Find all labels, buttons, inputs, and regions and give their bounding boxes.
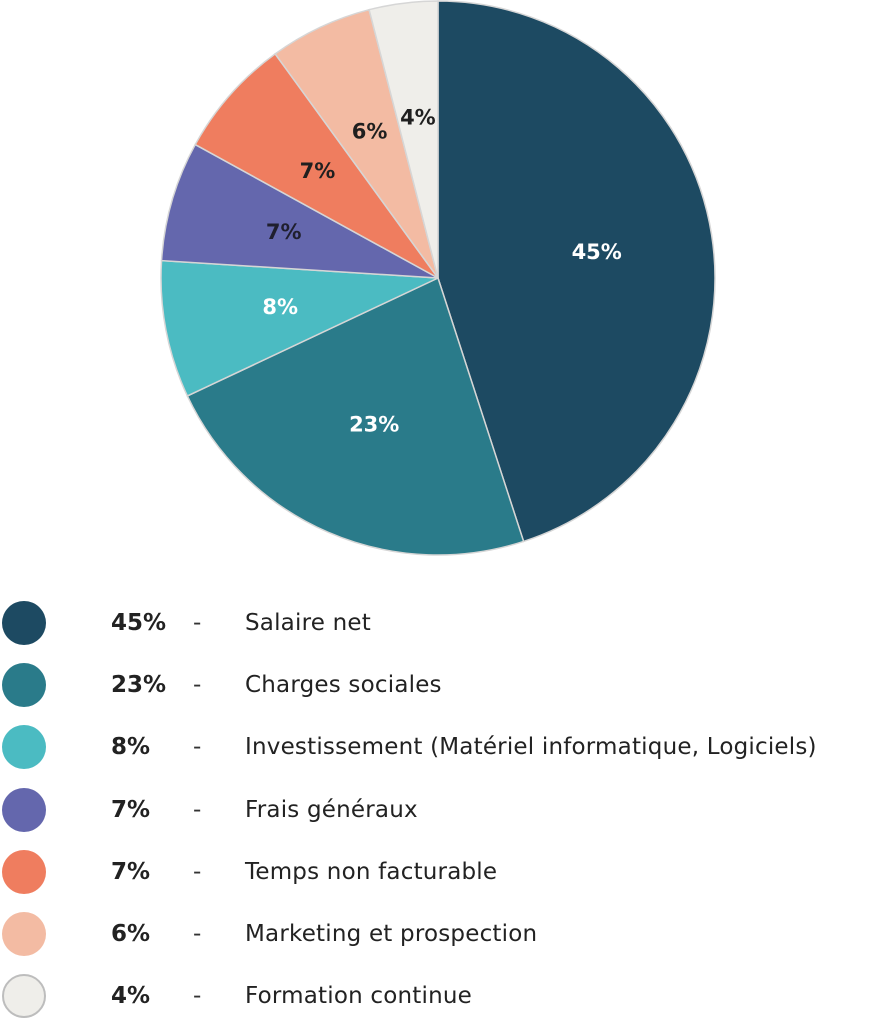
legend-item: 7% - Frais généraux <box>0 787 882 837</box>
legend-value: 7% <box>111 796 151 823</box>
legend-label: Investissement (Matériel informatique, L… <box>245 734 817 761</box>
legend-value: 6% <box>111 921 151 947</box>
legend-separator: - <box>193 734 202 761</box>
legend-label: Charges sociales <box>245 672 442 699</box>
pie-slice-1 <box>437 0 716 543</box>
legend-value: 7% <box>111 858 151 885</box>
legend-item: 4% - Formation continue <box>0 973 882 1023</box>
legend-separator: - <box>193 672 202 699</box>
legend-label: Frais généraux <box>245 796 418 823</box>
legend-separator: - <box>193 983 202 1010</box>
legend-swatch <box>2 974 46 1019</box>
pie-slice-2 <box>186 276 525 556</box>
legend-label: Temps non facturable <box>245 858 498 885</box>
pie-slices <box>160 0 716 556</box>
legend-label: Marketing et prospection <box>245 921 538 947</box>
pie-labels: 45% 23% 8% 7% 7% 6% 4% <box>262 106 621 437</box>
legend-item: 7% - Temps non facturable <box>0 849 882 899</box>
legend-value: 4% <box>111 983 151 1010</box>
legend-separator: - <box>193 610 202 636</box>
legend-swatch <box>2 912 46 956</box>
pie-slice-label-5: 7% <box>300 159 336 183</box>
legend-label: Formation continue <box>245 983 473 1010</box>
pie-slice-5 <box>194 52 439 279</box>
legend-swatch <box>2 787 46 832</box>
pie-slice-label-3: 8% <box>262 295 298 319</box>
legend-swatch <box>2 849 46 894</box>
legend-separator: - <box>193 921 202 947</box>
pie-slice-label-6: 6% <box>352 120 388 144</box>
legend-separator: - <box>193 858 202 885</box>
pie-slice-label-2: 23% <box>349 412 399 436</box>
pie-slice-7 <box>368 0 439 279</box>
legend-value: 45% <box>111 610 167 636</box>
legend-item: 6% - Marketing et prospection <box>0 911 882 961</box>
pie-slice-3 <box>160 259 439 397</box>
pie-slice-label-1: 45% <box>572 240 622 264</box>
legend-swatch <box>2 663 46 708</box>
legend-value: 23% <box>111 672 167 699</box>
legend-item: 45% - Salaire net <box>0 600 882 650</box>
legend-item: 23% - Charges sociales <box>0 662 882 712</box>
legend-swatch <box>2 601 46 645</box>
legend-separator: - <box>193 796 202 823</box>
legend-label: Salaire net <box>245 610 371 636</box>
pie-slice-label-7: 4% <box>400 106 436 130</box>
pie-chart: 45% 23% 8% 7% 7% 6% 4% <box>160 0 716 556</box>
pie-slice-label-4: 7% <box>266 220 302 244</box>
legend-value: 8% <box>111 734 151 761</box>
pie-slice-4 <box>160 143 439 279</box>
legend-item: 8% - Investissement (Matériel informatique… <box>0 724 882 774</box>
legend-swatch <box>2 725 46 770</box>
